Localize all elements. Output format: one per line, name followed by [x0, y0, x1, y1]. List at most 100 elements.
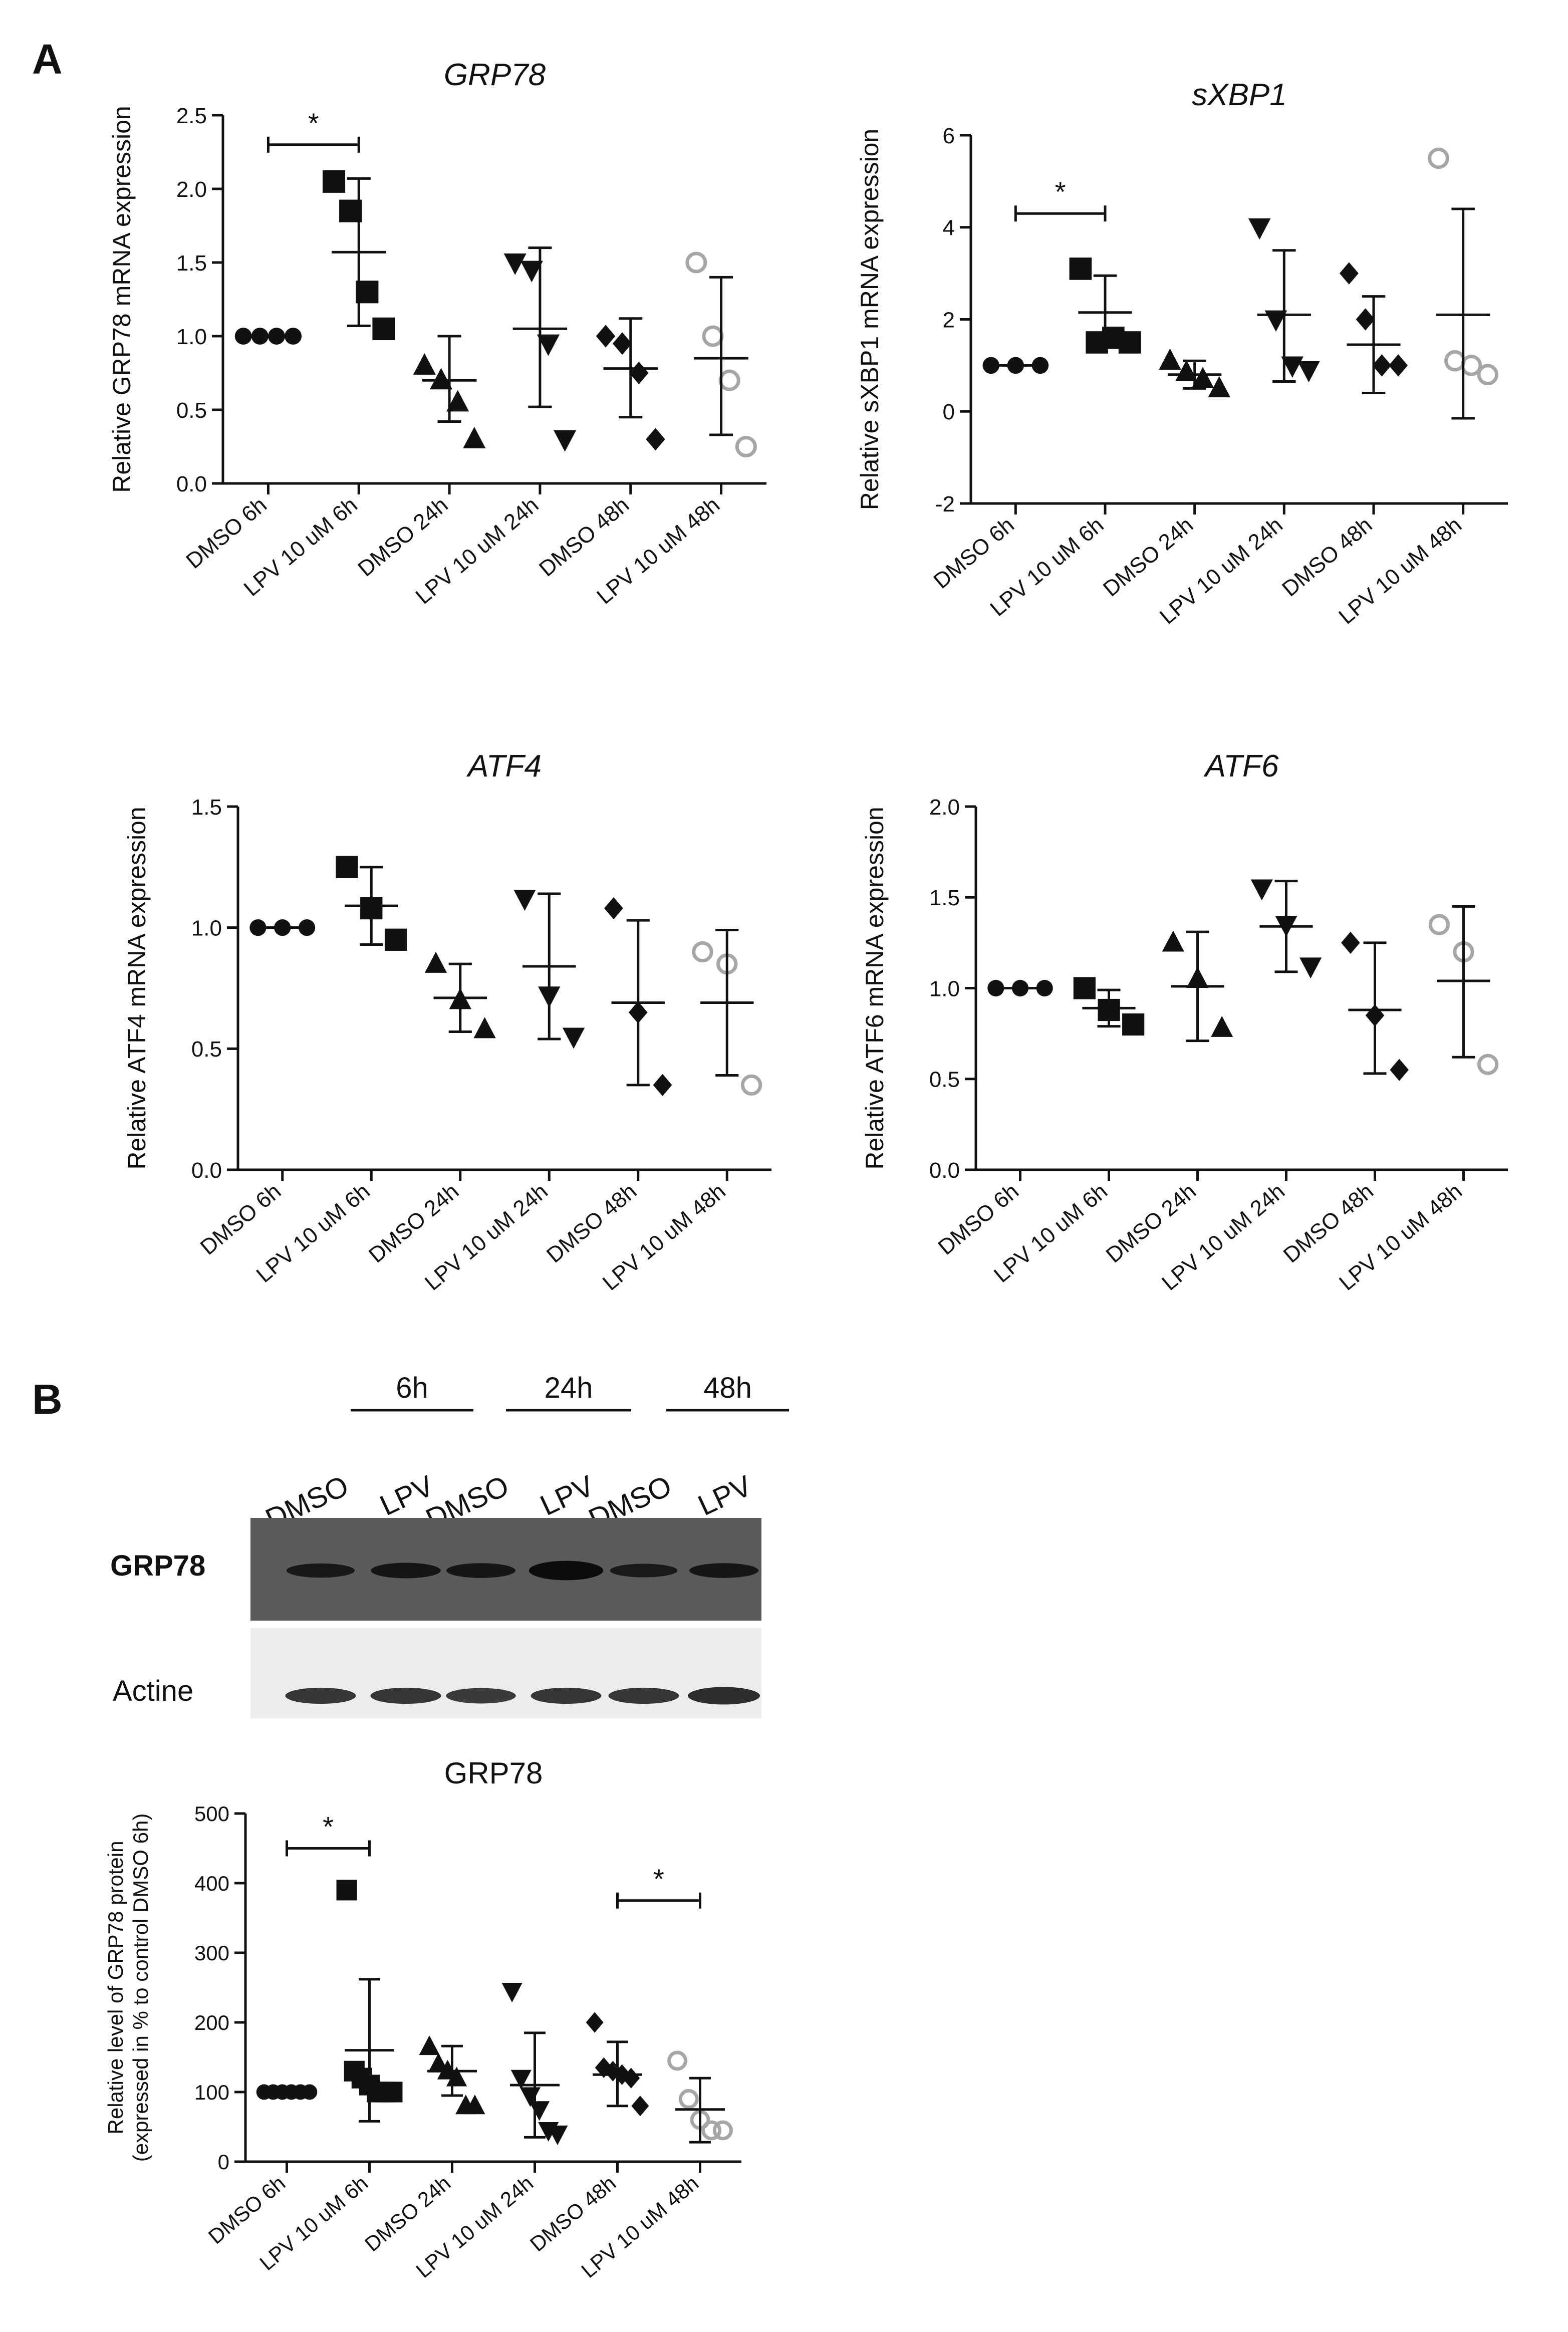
data-point [1118, 331, 1141, 354]
data-point [419, 2035, 440, 2055]
x-tick-label: DMSO 6h [933, 1179, 1023, 1260]
chart-title: ATF6 [1203, 749, 1279, 784]
data-point [520, 261, 543, 283]
data-point [501, 1982, 522, 2003]
time-label: 24h [545, 1372, 593, 1404]
data-point [712, 2120, 733, 2141]
data-point [653, 1074, 672, 1096]
data-point [1428, 914, 1450, 935]
data-point [547, 2125, 568, 2146]
data-point [529, 2101, 550, 2121]
data-point [424, 951, 447, 973]
y-tick-label: 0.5 [929, 1068, 960, 1092]
y-tick-label: 1.0 [176, 325, 207, 349]
data-point [1477, 1054, 1499, 1075]
y-tick-label: 1.5 [191, 795, 222, 820]
data-point [1159, 348, 1181, 370]
y-tick-label: 1.0 [929, 976, 960, 1001]
significance-label: * [653, 1863, 664, 1895]
data-point [513, 889, 536, 911]
y-tick-label: 0.5 [191, 1037, 222, 1062]
y-tick-label: 400 [194, 1872, 229, 1895]
y-axis-label: Relative ATF4 mRNA expression [123, 807, 151, 1169]
y-tick-label: 1.5 [929, 886, 960, 910]
y-tick-label: 4 [943, 216, 955, 240]
panel-label-a: A [32, 36, 63, 83]
y-tick-label: 0.0 [176, 472, 207, 496]
data-point [622, 2067, 640, 2089]
y-tick-label: 0.0 [191, 1158, 222, 1183]
y-axis-label: Relative ATF6 mRNA expression [861, 807, 889, 1169]
panel-label-b: B [32, 1376, 63, 1423]
significance-label: * [323, 1811, 334, 1843]
data-point [1122, 1013, 1145, 1036]
data-point [1341, 931, 1360, 954]
data-point [1208, 376, 1231, 398]
y-tick-label: 2.5 [176, 104, 207, 128]
y-tick-label: 2.0 [176, 177, 207, 202]
chart-title: sXBP1 [1192, 78, 1287, 112]
data-point [473, 1017, 496, 1039]
data-point [384, 928, 407, 951]
data-point [429, 368, 453, 390]
blot-band [529, 1561, 604, 1581]
y-tick-label: 2.0 [929, 795, 960, 820]
y-tick-label: -2 [935, 492, 955, 516]
time-label: 6h [396, 1372, 428, 1404]
data-point [718, 369, 740, 391]
y-axis-label: Relative level of GRP78 protein [104, 1841, 127, 2135]
data-point [1073, 977, 1096, 999]
blot-band [371, 1563, 441, 1579]
data-point [503, 253, 527, 275]
y-axis-label-units: (expressed in % to control DMSO 6h) [129, 1813, 152, 2162]
data-point [701, 2120, 722, 2141]
data-point [336, 856, 358, 878]
chart-title: ATF4 [466, 749, 542, 784]
data-point [1175, 360, 1198, 381]
y-tick-label: 6 [943, 124, 955, 148]
data-point [537, 334, 560, 356]
significance-label: * [308, 107, 319, 139]
blot-band [285, 1687, 356, 1704]
x-tick-label: DMSO 6h [204, 2171, 290, 2249]
chart-title: GRP78 [444, 1756, 543, 1790]
data-point [1339, 262, 1359, 285]
x-tick-label: DMSO 6h [181, 492, 271, 574]
time-label: 48h [703, 1372, 752, 1404]
data-point [631, 2096, 649, 2117]
blot-band [531, 1687, 602, 1704]
y-tick-label: 1.0 [191, 916, 222, 941]
data-point [735, 435, 757, 458]
significance-label: * [1055, 176, 1066, 207]
data-point [1297, 361, 1320, 383]
data-point [1389, 354, 1408, 377]
x-tick-label: DMSO 6h [196, 1179, 286, 1260]
data-point [678, 2089, 699, 2109]
data-point [1250, 879, 1273, 901]
blot-band [446, 1563, 515, 1578]
data-point [1248, 218, 1271, 240]
blot-band [286, 1563, 355, 1578]
blot-strip-actine [250, 1628, 761, 1718]
data-point [1281, 356, 1304, 378]
blot-band [446, 1688, 516, 1704]
data-point [322, 170, 346, 193]
data-point [586, 2012, 604, 2033]
blot-band [610, 1564, 678, 1578]
data-point [1356, 308, 1375, 331]
blot-band [608, 1687, 679, 1704]
y-tick-label: 0.5 [176, 398, 207, 423]
data-point [1162, 930, 1184, 952]
x-tick-label: DMSO 6h [929, 512, 1018, 594]
data-point [464, 2095, 485, 2115]
data-point [336, 1880, 357, 1901]
data-point [562, 1027, 585, 1049]
data-point [510, 2069, 532, 2090]
